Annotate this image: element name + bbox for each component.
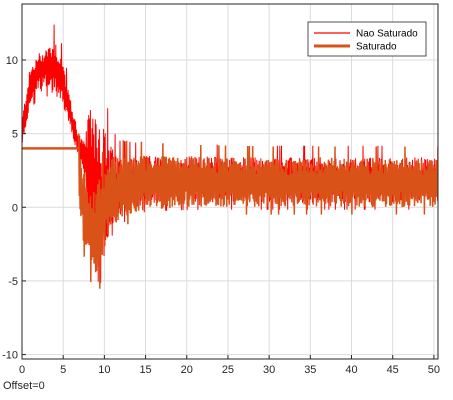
y-tick-label: -5 [8, 276, 18, 288]
x-tick-label: 5 [60, 364, 66, 376]
x-tick-label: 10 [98, 364, 110, 376]
x-tick-label: 40 [345, 364, 357, 376]
x-tick-label: 30 [263, 364, 275, 376]
series-layer [22, 24, 438, 289]
legend-box [307, 21, 427, 57]
plot-frame [21, 3, 439, 360]
x-tick-label: 25 [222, 364, 234, 376]
x-tick-label: 45 [387, 364, 399, 376]
series-saturado-line [78, 133, 438, 289]
x-tick-label: 20 [181, 364, 193, 376]
x-tick-label: 15 [139, 364, 151, 376]
x-tick-label: 35 [304, 364, 316, 376]
y-tick-label: -10 [2, 350, 18, 362]
offset-label: Offset=0 [3, 380, 45, 392]
legend-label: Saturado [356, 42, 397, 53]
x-tick-label: 0 [19, 364, 25, 376]
x-tick-label: 50 [428, 364, 440, 376]
y-tick-label: 10 [6, 55, 18, 67]
y-tick-label: 0 [12, 202, 18, 214]
legend[interactable]: Nao Saturado Saturado [307, 21, 427, 57]
legend-label: Nao Saturado [356, 29, 418, 40]
y-tick-label: 5 [12, 129, 18, 141]
tick-labels: 0 5 10 15 20 25 30 35 40 45 50 -10 -5 0 5 10 [2, 55, 440, 376]
